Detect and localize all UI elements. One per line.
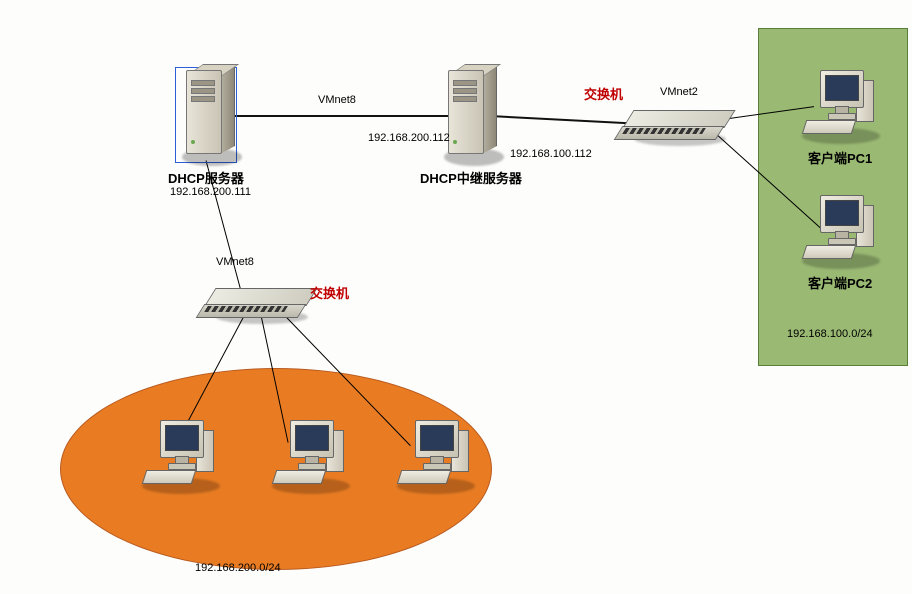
switch-left-net: VMnet8 bbox=[216, 256, 254, 268]
relay-server-icon bbox=[440, 70, 496, 160]
relay-server-ip-right: 192.168.100.112 bbox=[510, 148, 592, 160]
bottom-pc-b-icon bbox=[270, 420, 350, 490]
dhcp-server-label: DHCP服务器 bbox=[168, 168, 244, 187]
switch-top-net: VMnet2 bbox=[660, 86, 698, 98]
bottom-pc-a-icon bbox=[140, 420, 220, 490]
dhcp-server-ip: 192.168.200.111 bbox=[170, 186, 251, 198]
right-subnet-label: 192.168.100.0/24 bbox=[787, 328, 873, 340]
pc1-icon bbox=[800, 70, 880, 140]
switch-left-icon bbox=[210, 288, 310, 318]
link-dhcp-to-relay bbox=[225, 115, 450, 117]
pc1-label: 客户端PC1 bbox=[808, 148, 872, 167]
relay-server-label: DHCP中继服务器 bbox=[420, 168, 522, 187]
link-relay-to-switch bbox=[490, 115, 638, 125]
top-link-net: VMnet8 bbox=[318, 94, 356, 106]
switch-top-icon bbox=[628, 110, 728, 140]
relay-server-ip-left: 192.168.200.112 bbox=[368, 132, 450, 144]
bottom-pc-c-icon bbox=[395, 420, 475, 490]
pc2-icon bbox=[800, 195, 880, 265]
switch-left-label: 交换机 bbox=[310, 283, 349, 302]
dhcp-server-icon bbox=[178, 70, 234, 160]
switch-top-label: 交换机 bbox=[584, 84, 623, 103]
bottom-subnet-label: 192.168.200.0/24 bbox=[195, 562, 281, 574]
pc2-label: 客户端PC2 bbox=[808, 273, 872, 292]
